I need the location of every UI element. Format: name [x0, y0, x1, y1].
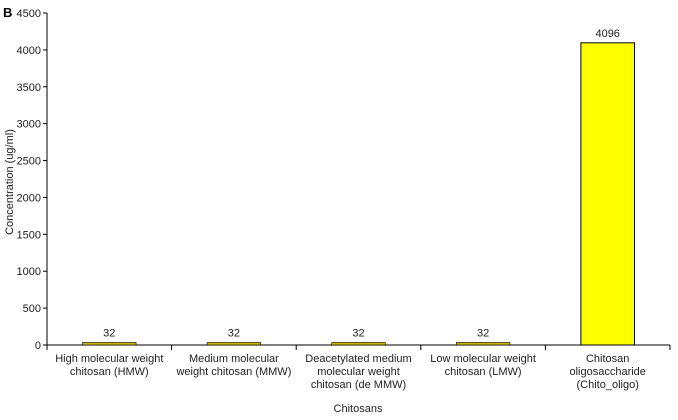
y-tick-label: 500: [23, 303, 41, 315]
x-category-label-line: chitosan (HMW): [70, 366, 149, 378]
y-tick-label: 3000: [17, 119, 41, 131]
bar: [206, 342, 261, 346]
data-label: 32: [228, 328, 240, 340]
y-tick-label: 2000: [17, 192, 41, 204]
y-tick-label: 4000: [17, 45, 41, 57]
x-category-label: Low molecular weight chitosan (LMW): [430, 353, 536, 378]
x-category-label: Chitosan oligosaccharide (Chito_oligo): [569, 353, 645, 391]
x-category-label-line: oligosaccharide: [569, 366, 645, 378]
x-category-label-line: Medium molecular: [189, 353, 279, 365]
data-label: 32: [103, 328, 115, 340]
y-axis-label: Concentration (ug/ml): [4, 129, 16, 235]
x-category-label: Medium molecular weight chitosan (MMW): [175, 353, 291, 378]
y-tick-label: 4500: [17, 8, 41, 20]
y-tick-label: 1500: [17, 229, 41, 241]
x-category-label-line: chitosan (LMW): [445, 366, 522, 378]
data-label: 32: [352, 328, 364, 340]
x-category-label-line: High molecular weight: [55, 353, 163, 365]
x-category-label-line: weight chitosan (MMW): [175, 366, 291, 378]
y-tick-label: 0: [35, 340, 41, 352]
x-category-label: High molecular weight chitosan (HMW): [55, 353, 163, 378]
bars: 32 32 32 32 4096: [82, 28, 635, 346]
y-tick-label: 3500: [17, 82, 41, 94]
x-category-label-line: Chitosan: [586, 353, 629, 365]
x-category-label-line: Low molecular weight: [430, 353, 536, 365]
y-tick-label: 1000: [17, 266, 41, 278]
panel-label: B: [3, 5, 12, 20]
bar: [331, 342, 386, 346]
x-category-label-line: (Chito_oligo): [577, 379, 639, 391]
x-category-label-line: chitosan (de MMW): [311, 379, 406, 391]
x-category-label-line: molecular weight: [317, 366, 400, 378]
axes: 0 500 1000 1500 2000 2500 3000 3500 4000 4500 High…: [17, 8, 671, 391]
bar: [456, 342, 511, 346]
y-tick-label: 2500: [17, 156, 41, 168]
data-label: 4096: [595, 28, 619, 40]
bar: [82, 342, 137, 346]
bar: [580, 42, 635, 346]
x-category-label-line: Deacetylated medium: [305, 353, 411, 365]
x-axis-label: Chitosans: [334, 403, 383, 415]
data-label: 32: [477, 328, 489, 340]
x-category-label: Deacetylated medium molecular weight chito…: [305, 353, 411, 391]
